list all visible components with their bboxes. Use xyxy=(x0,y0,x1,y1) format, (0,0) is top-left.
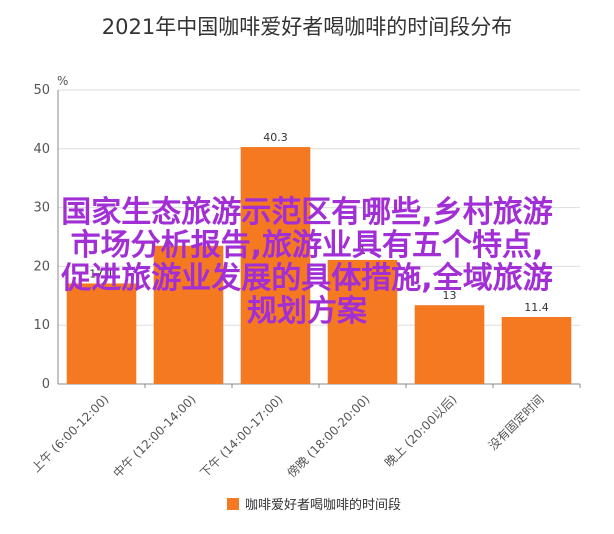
x-tick-label: 没有固定时间 xyxy=(485,392,547,454)
bar xyxy=(66,283,137,384)
data-label: 11.4 xyxy=(524,301,549,314)
data-label: 1 xyxy=(359,244,366,257)
chart-title: 2021年中国咖啡爱好者喝咖啡的时间段分布 xyxy=(102,15,512,39)
x-tick-label: 下午 (14:00-17:00) xyxy=(197,392,285,480)
x-tick-label: 晚上 (20:00以后) xyxy=(382,392,460,470)
x-tick-label: 上午 (6:00-12:00) xyxy=(29,392,112,475)
y-tick-label: 50 xyxy=(33,83,50,98)
x-tick-label: 傍晚 (18:00-20:00) xyxy=(284,392,373,481)
data-label: 17.1 xyxy=(89,267,114,280)
y-tick-label: 10 xyxy=(33,318,50,333)
legend-swatch xyxy=(227,498,239,510)
bar xyxy=(501,316,572,384)
x-tick-label: 中午 (12:00-14:00) xyxy=(110,392,199,481)
data-label: 40.3 xyxy=(263,131,288,144)
y-tick-label: 0 xyxy=(42,377,50,392)
bar xyxy=(153,245,224,384)
y-unit-label: % xyxy=(57,74,68,88)
data-label: 13 xyxy=(443,289,457,302)
bar xyxy=(414,305,485,384)
bar xyxy=(240,147,311,384)
legend-label: 咖啡爱好者喝咖啡的时间段 xyxy=(245,497,401,513)
y-tick-label: 30 xyxy=(33,201,50,216)
bar xyxy=(327,259,398,384)
y-tick-label: 20 xyxy=(33,259,50,274)
y-tick-label: 40 xyxy=(33,142,50,157)
